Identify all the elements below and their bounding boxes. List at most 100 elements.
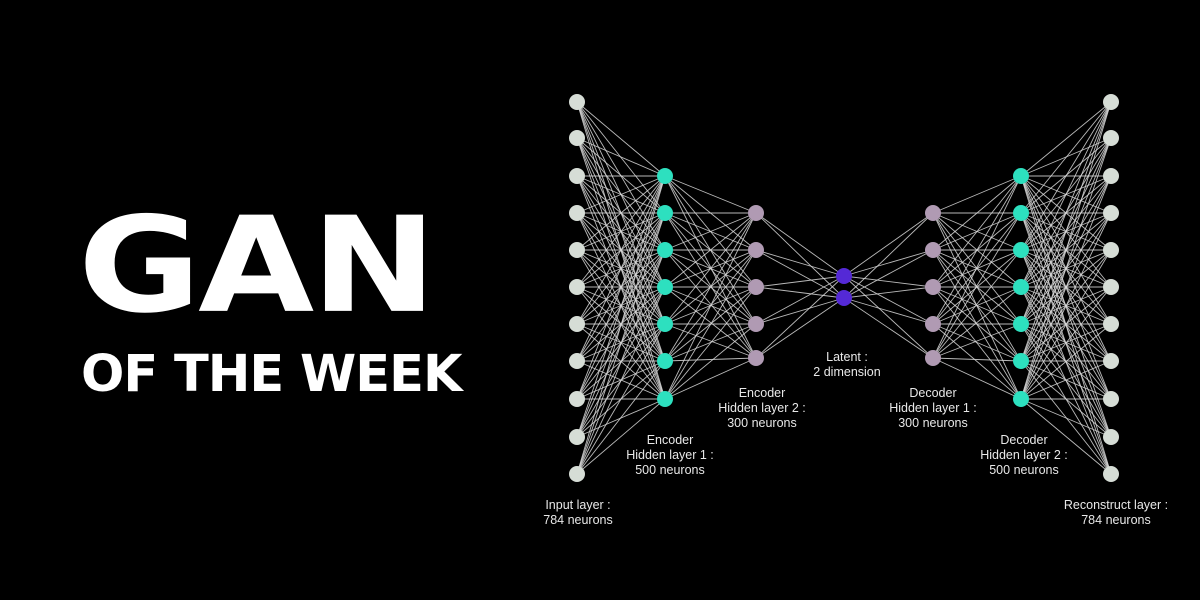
edge-enc1-enc2 <box>664 357 757 362</box>
edge-dec2-output <box>1020 323 1112 438</box>
edge-dec2-output <box>1020 398 1112 475</box>
enc1-node <box>657 391 673 407</box>
edge-enc1-enc2 <box>664 249 757 400</box>
edge-input-enc1 <box>576 175 666 214</box>
enc1-node <box>657 353 673 369</box>
enc2-node <box>748 279 764 295</box>
dec2-node <box>1013 391 1029 407</box>
edge-input-enc1 <box>576 286 666 475</box>
edge-enc1-enc2 <box>664 212 757 362</box>
edge-enc1-enc2 <box>664 212 757 251</box>
edge-enc1-enc2 <box>664 286 757 400</box>
edge-input-enc1 <box>576 175 666 475</box>
title-subtitle: OF THE WEEK <box>81 345 462 404</box>
edge-enc1-enc2 <box>664 212 757 359</box>
edge-input-enc1 <box>576 249 666 475</box>
input-node <box>569 429 585 445</box>
edge-dec2-output <box>1020 249 1112 400</box>
edge-latent-dec1 <box>843 212 934 277</box>
edge-enc2-latent <box>755 286 845 299</box>
edge-enc2-latent <box>755 275 845 288</box>
edge-dec1-dec2 <box>932 175 1022 288</box>
enc1-label-line: Encoder <box>646 433 694 447</box>
input-label-line: Input layer : <box>545 498 611 512</box>
input-node <box>569 279 585 295</box>
edge-dec1-dec2 <box>932 249 1022 325</box>
edge-enc2-latent <box>755 297 845 359</box>
dec1-label-line: Hidden layer 1 : <box>889 401 977 415</box>
input-node <box>569 242 585 258</box>
enc1-node <box>657 168 673 184</box>
output-node <box>1103 205 1119 221</box>
edge-input-enc1 <box>576 175 666 362</box>
dec1-node <box>925 316 941 332</box>
edge-enc2-latent <box>755 249 845 277</box>
edge-input-enc1 <box>576 175 666 325</box>
edge-dec2-output <box>1020 398 1112 438</box>
edge-dec2-output <box>1020 360 1112 400</box>
dec2-node <box>1013 316 1029 332</box>
edge-latent-dec1 <box>843 249 934 299</box>
edge-dec2-output <box>1020 212 1112 400</box>
enc2-label-line: Hidden layer 2 : <box>718 401 806 415</box>
dec1-label-line: Decoder <box>909 386 957 400</box>
edge-dec2-output <box>1020 323 1112 400</box>
edge-latent-dec1 <box>843 286 934 299</box>
edge-latent-dec1 <box>843 297 934 325</box>
output-label-line: Reconstruct layer : <box>1063 498 1169 512</box>
input-label: Input layer :784 neurons <box>543 498 613 528</box>
enc1-node <box>657 316 673 332</box>
edge-enc1-enc2 <box>664 212 757 325</box>
edge-input-enc1 <box>576 175 666 288</box>
edges-group <box>576 101 1112 475</box>
dec1-node <box>925 242 941 258</box>
dec1-node <box>925 205 941 221</box>
edge-dec1-dec2 <box>932 357 1022 362</box>
edge-enc1-enc2 <box>664 286 757 359</box>
edge-dec1-dec2 <box>932 175 1022 214</box>
enc1-node <box>657 279 673 295</box>
dec2-node <box>1013 168 1029 184</box>
edge-latent-dec1 <box>843 297 934 359</box>
edge-input-enc1 <box>576 137 666 251</box>
dec1-node <box>925 279 941 295</box>
edge-latent-dec1 <box>843 249 934 277</box>
edge-input-enc1 <box>576 212 666 475</box>
output-node <box>1103 168 1119 184</box>
dec2-label-line: Decoder <box>1000 433 1048 447</box>
input-node <box>569 94 585 110</box>
input-node <box>569 466 585 482</box>
output-node <box>1103 391 1119 407</box>
enc2-label: Encoder Hidden layer 2 :300 neurons <box>718 386 806 431</box>
input-label-line: 784 neurons <box>543 513 613 527</box>
edge-latent-dec1 <box>843 212 934 299</box>
enc1-node <box>657 242 673 258</box>
edge-enc1-enc2 <box>664 249 757 359</box>
edge-input-enc1 <box>576 398 666 475</box>
edge-dec1-dec2 <box>932 212 1022 359</box>
edge-dec2-output <box>1020 101 1112 288</box>
edge-dec1-dec2 <box>932 323 1022 359</box>
edge-dec2-output <box>1020 101 1112 214</box>
enc1-label-line: Hidden layer 1 : <box>626 448 714 462</box>
edge-dec1-dec2 <box>932 323 1022 400</box>
enc1-label: Encoder Hidden layer 1 :500 neurons <box>626 433 714 478</box>
edge-enc2-latent <box>755 275 845 325</box>
output-node <box>1103 279 1119 295</box>
edge-input-enc1 <box>576 101 666 214</box>
dec1-node <box>925 350 941 366</box>
dec2-node <box>1013 205 1029 221</box>
output-node <box>1103 242 1119 258</box>
input-node <box>569 353 585 369</box>
edge-dec2-output <box>1020 101 1112 177</box>
edge-dec1-dec2 <box>932 249 1022 359</box>
enc2-node <box>748 350 764 366</box>
dec2-label-line: Hidden layer 2 : <box>980 448 1068 462</box>
edge-dec2-output <box>1020 137 1112 400</box>
dec2-node <box>1013 242 1029 258</box>
dec2-label: Decoder Hidden layer 2 :500 neurons <box>980 433 1068 478</box>
edge-enc2-latent <box>755 297 845 325</box>
edge-dec2-output <box>1020 101 1112 400</box>
enc2-label-line: 300 neurons <box>727 416 797 430</box>
